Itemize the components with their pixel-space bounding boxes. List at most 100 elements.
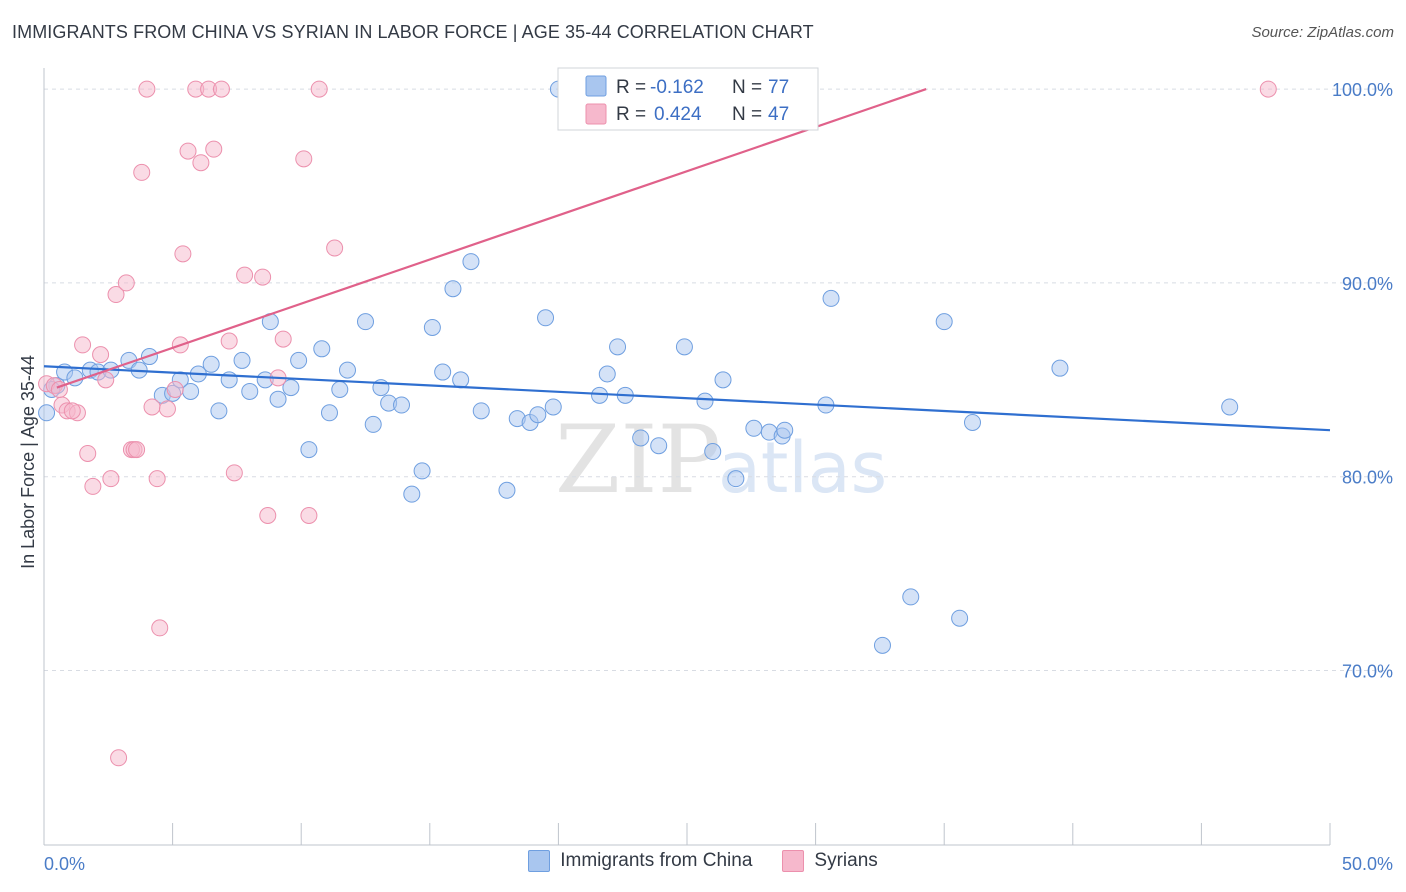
syrian-point: [205, 140, 223, 158]
legend-swatch-china: [585, 75, 607, 97]
syrian-point: [102, 470, 120, 488]
legend-n-value-china: 77: [768, 77, 789, 98]
syrian-point: [174, 245, 192, 263]
series-legend-china: Immigrants from China: [528, 850, 752, 872]
china-point: [241, 382, 259, 400]
china-point: [434, 363, 452, 381]
syrian-point: [128, 441, 146, 459]
china-point: [1221, 398, 1239, 416]
series-legend-syrians: Syrians: [782, 850, 878, 872]
china-point: [38, 404, 56, 422]
watermark-atlas: atlas: [718, 427, 887, 509]
syrian-point: [225, 464, 243, 482]
china-point: [210, 402, 228, 420]
china-point: [313, 340, 331, 358]
syrian-trend-line: [56, 88, 927, 389]
legend-swatch-syrians: [585, 103, 607, 125]
syrian-point: [110, 749, 128, 767]
syrian-point: [166, 381, 184, 399]
y-tick-label: 90.0%: [1342, 274, 1393, 294]
china-point: [598, 365, 616, 383]
china-point: [650, 437, 668, 455]
legend-n-label-china: N =: [732, 77, 762, 98]
y-tick-label: 80.0%: [1342, 468, 1393, 488]
legend-r-label-china: R =: [616, 77, 646, 98]
syrian-point: [74, 336, 92, 354]
syrian-point: [254, 268, 272, 286]
legend-n-value-syrians: 47: [768, 104, 789, 125]
syrian-point: [192, 154, 210, 172]
china-point: [202, 355, 220, 373]
legend-r-value-china: -0.162: [650, 77, 704, 98]
y-tick-label: 100.0%: [1332, 80, 1393, 100]
china-legend-label: Immigrants from China: [560, 850, 753, 871]
data-points: [38, 80, 1277, 767]
syrian-point: [143, 398, 161, 416]
syrian-point: [117, 274, 135, 292]
legend-r-label-syrians: R =: [616, 104, 646, 125]
china-point: [963, 413, 981, 431]
axes: [43, 68, 1331, 846]
y-axis-label: In Labor Force | Age 35-44: [18, 355, 38, 569]
syrian-point: [326, 239, 344, 257]
chart-title: IMMIGRANTS FROM CHINA VS SYRIAN IN LABOR…: [12, 22, 814, 42]
china-point: [902, 588, 920, 606]
china-point: [364, 415, 382, 433]
syrian-point: [212, 80, 230, 98]
syrian-point: [295, 150, 313, 168]
tick-labels: 70.0% 80.0% 90.0% 100.0% 0.0% 50.0%: [44, 80, 1393, 874]
syrian-point: [274, 330, 292, 348]
china-point: [403, 485, 421, 503]
syrian-point: [92, 346, 110, 364]
syrian-point: [148, 470, 166, 488]
china-point: [609, 338, 627, 356]
china-point: [951, 609, 969, 627]
china-point: [269, 390, 287, 408]
china-point: [776, 421, 794, 439]
china-swatch: [528, 850, 551, 872]
china-point: [290, 351, 308, 369]
china-point: [413, 462, 431, 480]
china-point: [675, 338, 693, 356]
syrian-point: [63, 402, 81, 420]
syrian-point: [158, 400, 176, 418]
china-point: [935, 313, 953, 331]
china-point: [632, 429, 650, 447]
syrian-point: [236, 266, 254, 284]
syrians-swatch: [782, 850, 805, 872]
china-trend-line: [43, 365, 1331, 432]
syrian-point: [97, 371, 115, 389]
china-point: [544, 398, 562, 416]
china-point: [537, 309, 555, 327]
syrian-point: [151, 619, 169, 637]
china-point: [472, 402, 490, 420]
china-point: [182, 382, 200, 400]
syrian-point: [138, 80, 156, 98]
series-legend: Immigrants from China Syrians: [0, 850, 1406, 872]
legend-r-value-syrians: 0.424: [654, 104, 702, 125]
syrian-point: [300, 506, 318, 524]
china-point: [462, 253, 480, 271]
china-point: [498, 481, 516, 499]
syrian-point: [220, 332, 238, 350]
china-point: [357, 313, 374, 331]
china-point: [444, 280, 462, 298]
china-point: [873, 636, 891, 654]
y-tick-label: 70.0%: [1342, 662, 1393, 682]
syrians-legend-label: Syrians: [814, 850, 878, 871]
x-tick-label-min: 0.0%: [44, 854, 85, 874]
source-label: Source: ZipAtlas.com: [1251, 24, 1394, 41]
china-point: [393, 396, 411, 414]
china-point: [452, 371, 470, 389]
syrian-point: [310, 80, 328, 98]
china-point: [320, 404, 338, 422]
china-point: [591, 386, 609, 404]
legend-n-label-syrians: N =: [732, 104, 762, 125]
china-point: [714, 371, 732, 389]
china-point: [727, 470, 745, 488]
china-point: [696, 392, 714, 410]
watermark-zip: ZIP: [555, 406, 721, 515]
china-point: [1051, 359, 1069, 377]
china-point: [704, 443, 722, 461]
